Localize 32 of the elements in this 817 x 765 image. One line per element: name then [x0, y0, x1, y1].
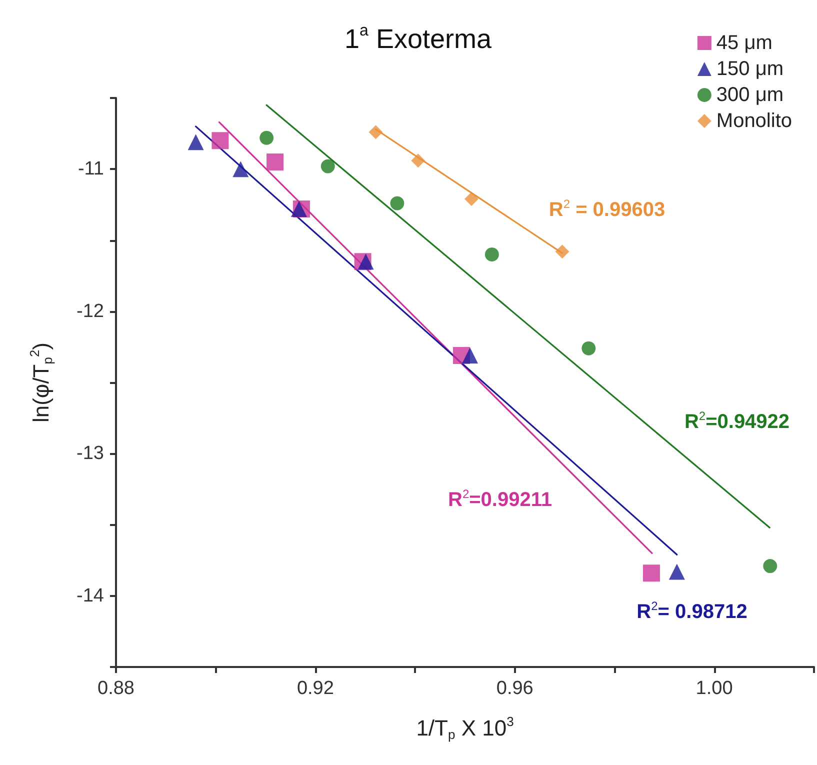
- point: [763, 559, 778, 573]
- point: [390, 196, 404, 210]
- legend-label: Monolito: [716, 110, 792, 132]
- point: [411, 154, 426, 168]
- text: 1.00: [696, 678, 733, 699]
- x-tick-label: 0.92: [296, 678, 334, 699]
- point: [555, 244, 570, 259]
- point: [484, 247, 499, 262]
- point: [462, 347, 478, 364]
- point: [320, 159, 335, 174]
- point: [266, 154, 284, 171]
- point: [368, 125, 383, 140]
- y-tick-label: -12: [76, 300, 104, 322]
- point: [582, 341, 596, 356]
- legend-label: 45 μm: [716, 32, 772, 54]
- y-tick-label: -13: [76, 443, 104, 464]
- legend-label: 150 μm: [716, 58, 784, 80]
- y-axis-title: ln(φ/Tp2): [26, 342, 55, 423]
- point: [464, 192, 478, 206]
- x-tick-label: 0.88: [98, 678, 134, 699]
- point: [260, 130, 274, 145]
- point: [188, 134, 204, 150]
- point: [358, 254, 374, 270]
- y-tick-label: -14: [76, 585, 104, 606]
- point: [290, 200, 307, 217]
- point: [668, 564, 685, 580]
- point: [212, 132, 229, 150]
- point: [642, 564, 660, 582]
- y-tick-label: -11: [78, 158, 104, 180]
- x-tick-label: 0.96: [496, 678, 534, 699]
- point: [232, 161, 249, 178]
- legend-label: 300 μm: [716, 84, 784, 106]
